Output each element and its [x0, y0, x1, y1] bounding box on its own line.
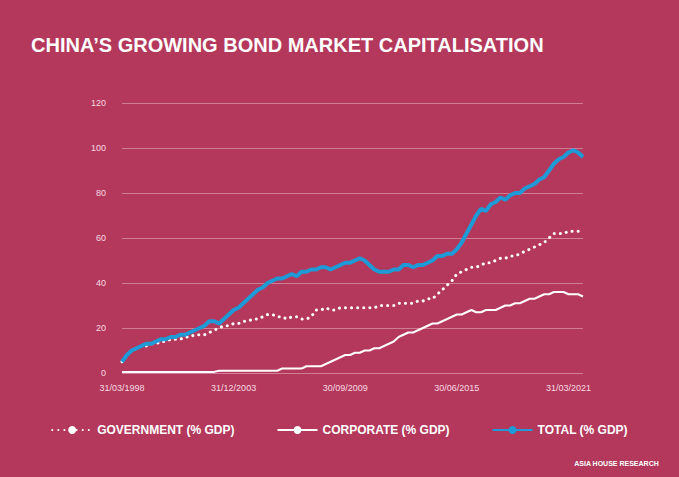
svg-text:CHINA’S GROWING BOND MARKET CA: CHINA’S GROWING BOND MARKET CAPITALISATI… [31, 34, 544, 56]
svg-text:100: 100 [91, 143, 106, 153]
svg-text:40: 40 [96, 278, 106, 288]
svg-text:31/12/2003: 31/12/2003 [211, 383, 256, 393]
svg-text:TOTAL (% GDP): TOTAL (% GDP) [538, 423, 628, 437]
svg-text:30/06/2015: 30/06/2015 [434, 383, 479, 393]
svg-text:ASIA HOUSE RESEARCH: ASIA HOUSE RESEARCH [574, 460, 659, 467]
svg-text:31/03/2021: 31/03/2021 [546, 383, 591, 393]
svg-text:120: 120 [91, 98, 106, 108]
svg-text:31/03/1998: 31/03/1998 [99, 383, 144, 393]
svg-text:0: 0 [101, 368, 106, 378]
svg-text:30/09/2009: 30/09/2009 [323, 383, 368, 393]
svg-text:GOVERNMENT (% GDP): GOVERNMENT (% GDP) [97, 423, 234, 437]
svg-text:80: 80 [96, 188, 106, 198]
svg-text:20: 20 [96, 323, 106, 333]
svg-text:60: 60 [96, 233, 106, 243]
svg-text:CORPORATE (% GDP): CORPORATE (% GDP) [323, 423, 450, 437]
